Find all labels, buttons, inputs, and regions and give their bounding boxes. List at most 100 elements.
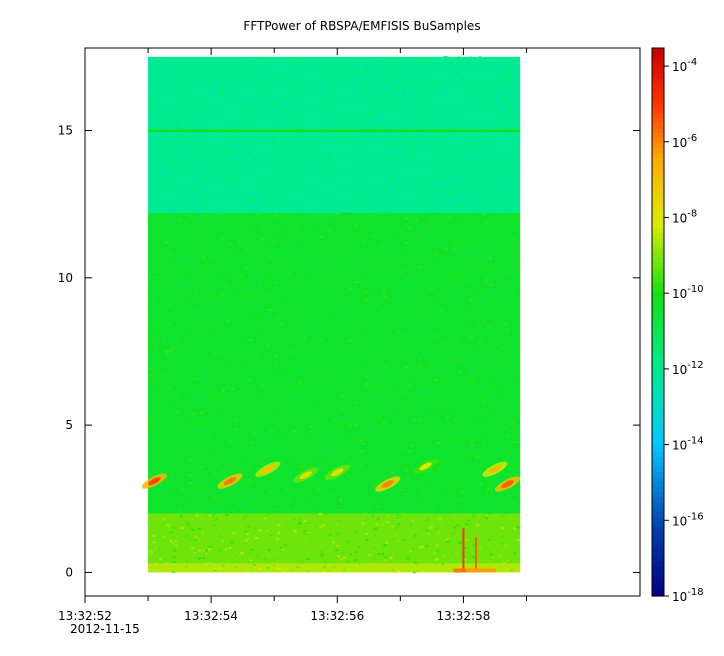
colorbar-segment xyxy=(652,287,664,293)
colorbar-segment xyxy=(652,222,664,228)
colorbar-segment xyxy=(652,406,664,413)
spectrogram-image xyxy=(141,56,521,574)
colorbar: 10-4 10-6 10-8 10-10 10-12 10-14 10-16 10-18 xyxy=(651,47,704,604)
colorbar-segment xyxy=(652,511,664,517)
colorbar-segment xyxy=(652,312,664,318)
colorbar-tick-label: 10-18 xyxy=(672,587,704,604)
colorbar-segment xyxy=(652,182,664,189)
colorbar-segment xyxy=(652,87,664,94)
colorbar-segment xyxy=(652,421,664,428)
x-tick-label: 13:32:56 xyxy=(310,609,364,623)
colorbar-segment xyxy=(652,536,664,542)
colorbar-segment xyxy=(652,391,664,398)
colorbar-segment xyxy=(652,77,664,84)
colorbar-segment xyxy=(652,132,664,139)
colorbar-segment xyxy=(652,361,664,368)
x-tick-label: 13:32:52 xyxy=(58,609,112,623)
colorbar-segment xyxy=(652,501,664,507)
emission-burst-core xyxy=(488,465,502,474)
colorbar-segment xyxy=(652,326,664,333)
x-axis-date-label: 2012-11-15 xyxy=(70,622,140,636)
colorbar-segment xyxy=(652,401,664,408)
colorbar-tick-label: 10-6 xyxy=(672,133,697,150)
colorbar-segment xyxy=(652,52,664,59)
colorbar-tick-label: 10-10 xyxy=(672,284,704,301)
colorbar-segment xyxy=(652,516,664,522)
colorbar-segment xyxy=(652,62,664,69)
colorbar-segment xyxy=(652,576,664,582)
colorbar-segment xyxy=(652,167,664,174)
colorbar-segment xyxy=(652,571,664,577)
colorbar-segment xyxy=(652,461,664,468)
colorbar-segment xyxy=(652,187,664,194)
x-tick-label: 13:32:54 xyxy=(184,609,238,623)
colorbar-segment xyxy=(652,551,664,557)
colorbar-segment xyxy=(652,237,664,243)
colorbar-segment xyxy=(652,307,664,313)
colorbar-segment xyxy=(652,591,664,597)
spectrogram-band xyxy=(148,56,521,213)
colorbar-segment xyxy=(652,366,664,373)
colorbar-tick-label: 10-8 xyxy=(672,208,697,225)
colorbar-segment xyxy=(652,386,664,393)
colorbar-segment xyxy=(652,232,664,238)
colorbar-tick-label: 10-4 xyxy=(672,57,697,74)
colorbar-segment xyxy=(652,336,664,343)
colorbar-segment xyxy=(652,481,664,487)
colorbar-segment xyxy=(652,127,664,134)
colorbar-segment xyxy=(652,192,664,199)
y-tick-label: 15 xyxy=(58,123,73,137)
colorbar-segment xyxy=(652,122,664,129)
emission-spike-base xyxy=(466,568,497,573)
colorbar-segment xyxy=(652,381,664,388)
colorbar-segment xyxy=(652,566,664,572)
emission-burst-core xyxy=(299,471,313,480)
colorbar-segment xyxy=(652,531,664,537)
colorbar-segment xyxy=(652,247,664,253)
colorbar-segment xyxy=(652,297,664,303)
colorbar-segment xyxy=(652,257,664,263)
colorbar-segment xyxy=(652,147,664,154)
colorbar-segment xyxy=(652,581,664,587)
colorbar-segment xyxy=(652,496,664,502)
emission-burst-core xyxy=(261,465,275,474)
colorbar-segment xyxy=(652,272,664,278)
colorbar-segment xyxy=(652,152,664,159)
x-axis: 13:32:52 13:32:54 13:32:56 13:32:58 xyxy=(58,48,527,623)
colorbar-segment xyxy=(652,157,664,164)
y-axis: 0 5 10 15 xyxy=(58,123,640,579)
colorbar-segment xyxy=(652,162,664,169)
colorbar-segment xyxy=(652,207,664,213)
colorbar-segment xyxy=(652,556,664,562)
spectral-line xyxy=(148,129,521,132)
colorbar-tick-label: 10-12 xyxy=(672,360,704,377)
colorbar-segment xyxy=(652,48,664,54)
emission-burst-core xyxy=(148,477,161,486)
colorbar-segment xyxy=(652,322,664,328)
emission-burst-core xyxy=(223,477,237,486)
emission-spike xyxy=(462,528,465,573)
colorbar-segment xyxy=(652,451,664,458)
emission-burst-core xyxy=(381,480,395,489)
colorbar-segment xyxy=(652,267,664,273)
colorbar-segment xyxy=(652,57,664,64)
emission-burst-core xyxy=(419,462,432,471)
colorbar-segment xyxy=(652,436,664,443)
colorbar-segment xyxy=(652,177,664,184)
colorbar-segment xyxy=(652,72,664,79)
colorbar-segment xyxy=(652,466,664,473)
colorbar-segment xyxy=(652,491,664,497)
colorbar-segment xyxy=(652,302,664,308)
colorbar-segment xyxy=(652,107,664,114)
y-tick-label: 10 xyxy=(58,271,73,285)
colorbar-segment xyxy=(652,92,664,99)
emission-burst-core xyxy=(501,480,514,489)
colorbar-frame xyxy=(651,47,665,597)
colorbar-segment xyxy=(652,371,664,378)
emission-burst-core xyxy=(330,468,344,477)
colorbar-segment xyxy=(652,317,664,323)
colorbar-segment xyxy=(652,97,664,104)
colorbar-segment xyxy=(652,376,664,383)
y-tick-label: 0 xyxy=(65,565,73,579)
